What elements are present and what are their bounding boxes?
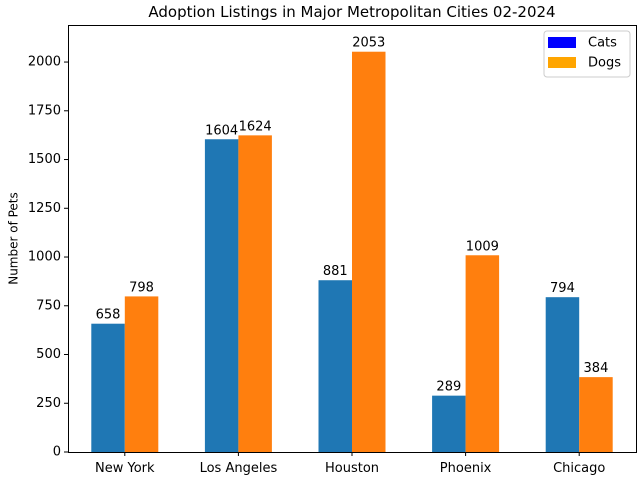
data-label: 881	[323, 264, 348, 279]
bar-cats-phoenix	[432, 395, 466, 452]
x-tick-label: Houston	[325, 461, 379, 476]
legend: Cats Dogs	[543, 30, 631, 78]
data-label: 2053	[352, 36, 385, 51]
data-label: 1624	[239, 119, 272, 134]
bar-cats-new-york	[91, 323, 125, 452]
legend-label-dogs: Dogs	[588, 56, 621, 71]
y-tick-label: 2000	[28, 55, 61, 70]
y-tick-label: 250	[36, 396, 61, 411]
y-tick-label: 750	[36, 298, 61, 313]
bar-cats-chicago	[545, 297, 580, 452]
y-tick-label: 1250	[28, 201, 61, 216]
y-axis-ticks: 0 250 500 750 1000 1250 1500 1750 2000	[28, 55, 68, 460]
plot-frame	[68, 25, 637, 453]
y-tick-label: 500	[36, 347, 61, 362]
bar-dogs-houston	[352, 51, 386, 452]
x-tick-label: Phoenix	[440, 461, 492, 476]
x-tick-label: Chicago	[553, 461, 605, 476]
y-tick-label: 0	[53, 445, 61, 460]
data-label: 798	[129, 280, 154, 295]
legend-swatch-cats	[548, 37, 576, 48]
y-tick-label: 1500	[28, 152, 61, 167]
data-label: 1009	[466, 239, 499, 254]
bars-group	[91, 51, 613, 453]
bar-cats-los-angeles	[204, 139, 239, 452]
bar-dogs-chicago	[579, 377, 613, 452]
x-axis-ticks: New York Los Angeles Houston Phoenix Chicago	[95, 452, 605, 476]
data-label: 1604	[205, 123, 238, 138]
bar-cats-houston	[318, 280, 352, 452]
y-tick-label: 1000	[28, 250, 61, 265]
data-labels-group: 658 798 1604 1624 881 2053 289 1009 794 384	[96, 36, 609, 395]
chart-title: Adoption Listings in Major Metropolitan …	[148, 3, 555, 21]
legend-label-cats: Cats	[588, 36, 617, 51]
bar-dogs-phoenix	[465, 255, 500, 452]
legend-swatch-dogs	[548, 57, 576, 68]
data-label: 289	[436, 380, 461, 395]
bar-dogs-new-york	[124, 296, 159, 452]
data-label: 658	[96, 308, 121, 323]
data-label: 384	[584, 361, 609, 376]
y-tick-label: 1750	[28, 103, 61, 118]
data-label: 794	[550, 281, 575, 296]
bar-dogs-los-angeles	[238, 135, 272, 453]
x-tick-label: Los Angeles	[200, 461, 278, 476]
y-axis-label: Number of Pets	[7, 192, 21, 285]
x-tick-label: New York	[95, 461, 155, 476]
